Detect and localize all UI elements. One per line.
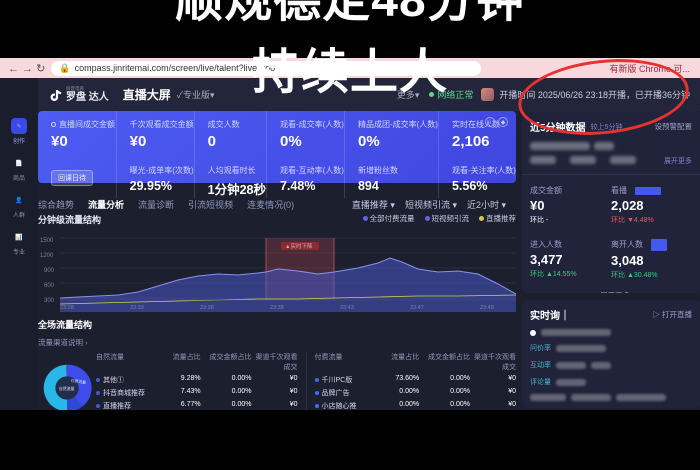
svg-text:23:47: 23:47 [410, 305, 424, 311]
svg-text:23:28: 23:28 [60, 305, 74, 311]
svg-text:23:48: 23:48 [480, 305, 494, 311]
svg-text:1200: 1200 [40, 253, 54, 259]
svg-text:自然流量: 自然流量 [59, 386, 75, 391]
svg-text:23:38: 23:38 [270, 305, 284, 311]
svg-text:1500: 1500 [40, 238, 54, 244]
svg-text:900: 900 [44, 268, 55, 274]
svg-text:▲实时下降: ▲实时下降 [285, 242, 313, 250]
svg-text:600: 600 [44, 283, 55, 289]
svg-text:300: 300 [44, 298, 55, 304]
svg-text:23:38: 23:38 [200, 305, 214, 311]
svg-text:23:43: 23:43 [340, 305, 354, 311]
svg-text:23:33: 23:33 [130, 305, 144, 311]
